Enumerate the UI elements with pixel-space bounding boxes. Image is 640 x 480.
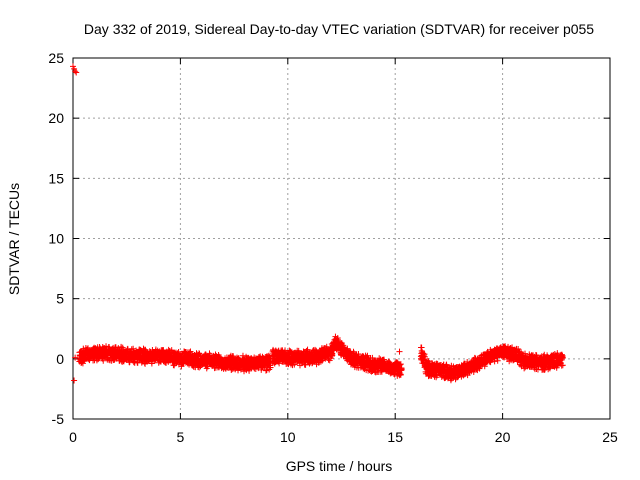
y-tick-label: 0 [56, 351, 64, 367]
data-point [559, 362, 566, 369]
y-tick-label: 25 [48, 50, 64, 66]
data-point [476, 365, 483, 372]
y-tick-label: 15 [48, 170, 64, 186]
chart-title: Day 332 of 2019, Sidereal Day-to-day VTE… [84, 21, 594, 37]
y-axis-title: SDTVAR / TECUs [6, 183, 22, 295]
ticks [72, 57, 611, 420]
x-tick-label: 10 [280, 429, 296, 445]
x-tick-label: 15 [387, 429, 403, 445]
data-point [79, 360, 86, 367]
x-tick-label: 5 [177, 429, 185, 445]
data-point [291, 361, 298, 368]
x-tick-label: 25 [602, 429, 618, 445]
y-tick-label: 20 [48, 110, 64, 126]
data-point [148, 360, 155, 367]
data-point [494, 357, 501, 364]
data-point [559, 354, 566, 361]
x-tick-label: 0 [69, 429, 77, 445]
data-point [258, 365, 265, 372]
data-point [381, 356, 388, 363]
data-point [421, 353, 428, 360]
data-point [262, 367, 269, 374]
data-point [239, 352, 246, 359]
data-point [329, 352, 336, 359]
data-point [304, 346, 311, 353]
data-point [481, 363, 488, 370]
data-point [396, 348, 403, 355]
data-point [267, 362, 274, 369]
data-points [70, 63, 566, 384]
data-point [396, 361, 403, 368]
data-point [397, 361, 404, 368]
data-point [398, 366, 405, 373]
data-point [119, 344, 126, 351]
y-tick-label: 10 [48, 231, 64, 247]
y-tick-label: -5 [52, 411, 65, 427]
x-tick-label: 20 [495, 429, 511, 445]
data-point [302, 361, 309, 368]
y-tick-label: 5 [56, 291, 64, 307]
data-point [347, 349, 354, 356]
x-axis-title: GPS time / hours [286, 458, 393, 474]
data-point [73, 69, 80, 76]
data-point [72, 68, 79, 75]
data-point [246, 367, 253, 374]
data-point [71, 377, 78, 384]
